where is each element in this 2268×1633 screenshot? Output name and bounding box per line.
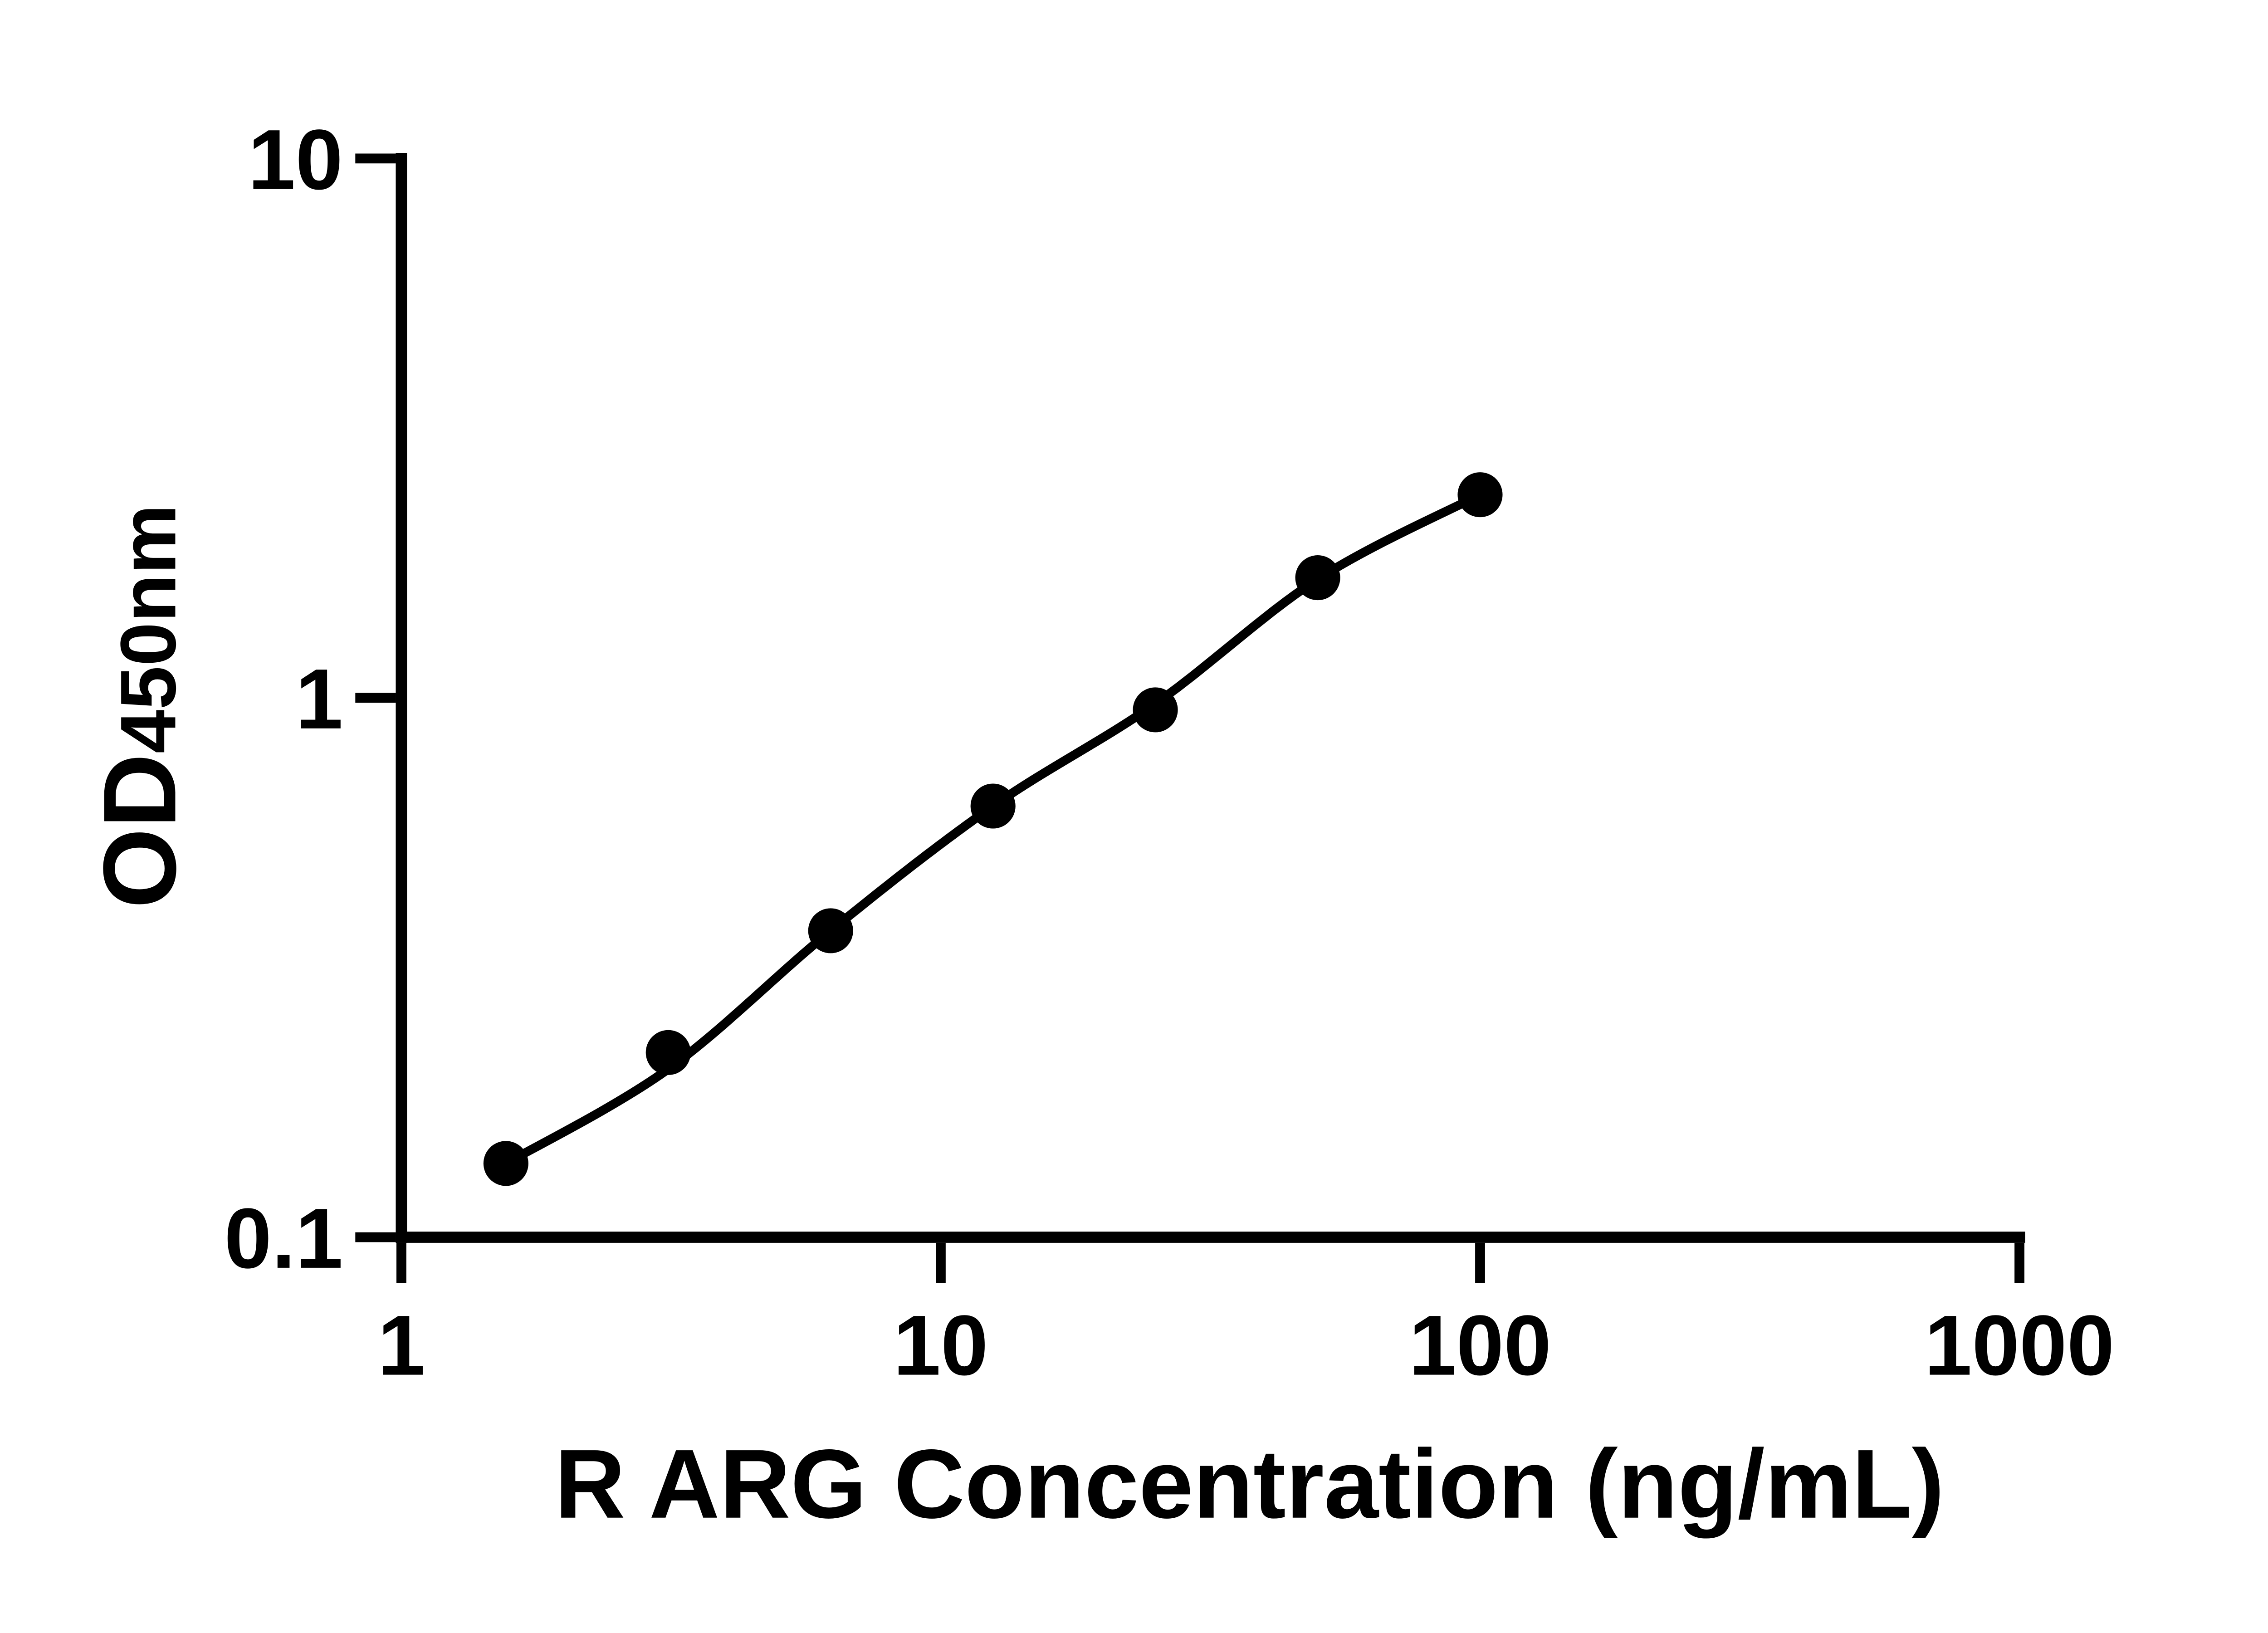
data-point (1457, 472, 1503, 518)
y-tick-label: 1 (295, 651, 343, 747)
y-tick-label: 0.1 (224, 1191, 343, 1286)
data-point (645, 1030, 691, 1075)
x-tick-label: 100 (1409, 1298, 1551, 1393)
plot-area: 10 1 0.1 1 10 100 1000 (224, 112, 2114, 1393)
y-tick-label: 10 (248, 112, 343, 207)
y-axis-title: OD450nm (82, 504, 197, 909)
data-point (808, 908, 853, 953)
data-point (970, 783, 1016, 829)
x-tick-label: 10 (893, 1298, 988, 1393)
x-axis-title: R ARG Concentration (ng/mL) (555, 1429, 1945, 1539)
data-point (1133, 687, 1178, 733)
x-tick-label: 1000 (1925, 1298, 2115, 1393)
data-point (1295, 555, 1340, 601)
x-tick-label: 1 (378, 1298, 425, 1393)
data-point (483, 1141, 528, 1186)
